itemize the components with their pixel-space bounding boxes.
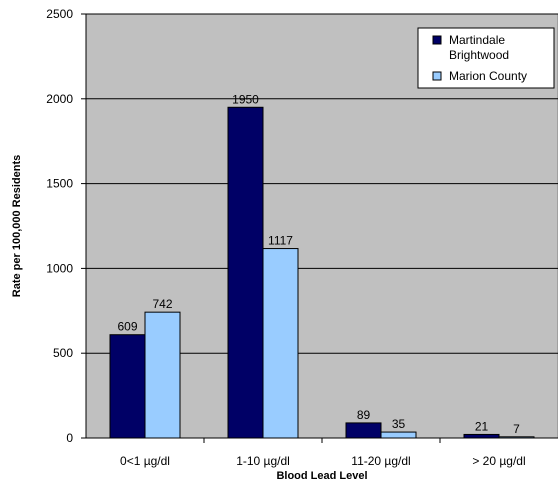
x-axis-title: Blood Lead Level xyxy=(276,470,367,482)
legend-label-martindale-line2: Brightwood xyxy=(449,48,509,62)
x-tick-label: 1-10 µg/dl xyxy=(236,454,290,468)
bar xyxy=(144,311,181,439)
data-label: 35 xyxy=(392,417,406,431)
x-tick-label: > 20 µg/dl xyxy=(472,454,525,468)
legend-label-martindale-line1: Martindale xyxy=(449,33,505,47)
data-labels: 609 742 1950 1117 89 35 21 7 xyxy=(117,92,520,436)
y-tick-label: 1500 xyxy=(46,177,73,191)
x-tick-label: 11-20 µg/dl xyxy=(351,454,410,468)
x-axis-ticks: 0<1 µg/dl 1-10 µg/dl 11-20 µg/dl > 20 µg/dl xyxy=(120,438,526,468)
data-label: 7 xyxy=(513,422,520,436)
legend-swatch-martindale xyxy=(432,35,442,45)
bar xyxy=(380,431,417,439)
legend: Martindale Brightwood Marion County xyxy=(417,27,555,89)
bars xyxy=(109,106,535,439)
y-tick-label: 500 xyxy=(53,346,73,360)
x-tick-label: 0<1 µg/dl xyxy=(120,454,170,468)
y-tick-label: 2500 xyxy=(46,7,73,21)
y-axis-title: Rate per 100,000 Residents xyxy=(11,155,23,297)
y-axis-ticks: 0 500 1000 1500 2000 2500 xyxy=(46,7,86,445)
bar xyxy=(345,422,382,439)
data-label: 89 xyxy=(357,408,371,422)
bar xyxy=(109,334,146,439)
data-label: 21 xyxy=(475,419,489,433)
legend-swatch-marion xyxy=(432,71,442,81)
bar xyxy=(463,433,500,439)
data-label: 1950 xyxy=(232,92,259,106)
bar xyxy=(227,106,264,439)
y-tick-label: 1000 xyxy=(46,261,73,275)
data-label: 1117 xyxy=(268,234,293,248)
legend-label-marion: Marion County xyxy=(449,69,527,83)
y-tick-label: 0 xyxy=(66,431,73,445)
data-label: 609 xyxy=(117,320,137,334)
y-tick-label: 2000 xyxy=(46,92,73,106)
bar xyxy=(262,248,299,439)
data-label: 742 xyxy=(152,297,172,311)
